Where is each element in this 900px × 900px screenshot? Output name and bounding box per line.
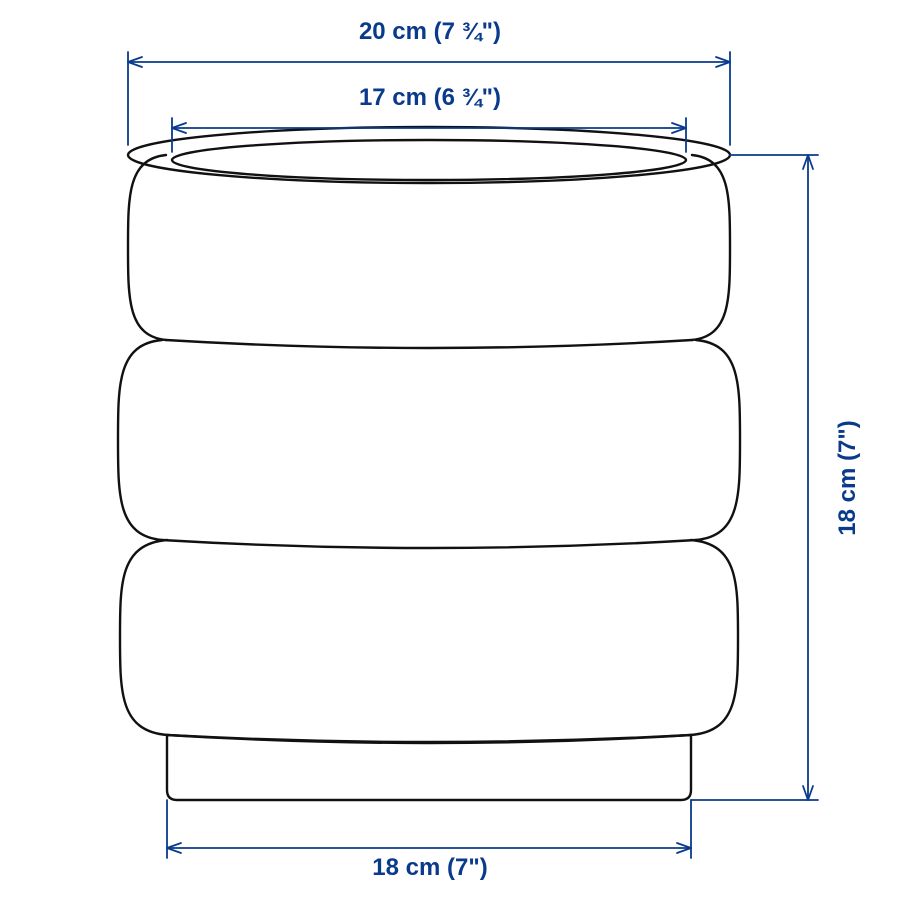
- dimension-label-inner_diameter: 17 cm (6 ¾"): [359, 84, 501, 112]
- dimension-label-base_diameter: 18 cm (7"): [372, 854, 487, 882]
- plant-pot-outline: [118, 127, 740, 800]
- dimension-diagram: 20 cm (7 ¾") 17 cm (6 ¾") 18 cm (7") 18 cm …: [0, 0, 900, 900]
- diagram-svg: [0, 0, 900, 900]
- dimension-label-outer_diameter: 20 cm (7 ¾"): [359, 18, 501, 46]
- dimension-label-height: 18 cm (7"): [834, 420, 862, 535]
